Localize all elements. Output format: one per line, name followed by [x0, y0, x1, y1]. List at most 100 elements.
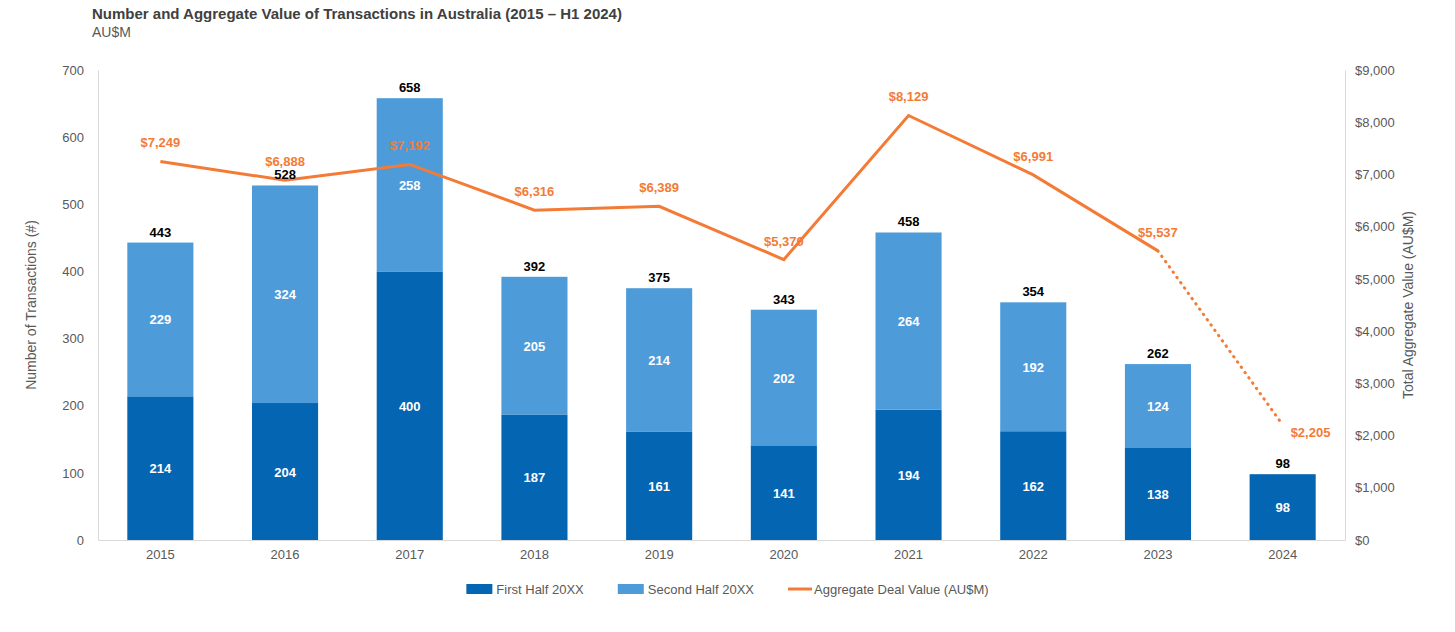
data-label: 98: [1275, 500, 1289, 515]
data-label: $5,537: [1138, 225, 1178, 240]
tick: 2024: [1268, 540, 1297, 562]
tick: $1,000: [1345, 480, 1395, 495]
tick: 2021: [894, 540, 923, 562]
bar: [626, 288, 692, 432]
tick-label: 400: [62, 264, 84, 279]
title: Number and Aggregate Value of Transactio…: [92, 5, 622, 22]
line: [160, 115, 1158, 259]
chart-container: Number and Aggregate Value of Transactio…: [0, 0, 1455, 632]
tick-label: 600: [62, 130, 84, 145]
legend-label: Aggregate Deal Value (AU$M): [814, 582, 989, 597]
data-label: 214: [149, 461, 171, 476]
tick-label: $1,000: [1355, 480, 1395, 495]
tick-label: $8,000: [1355, 115, 1395, 130]
tick-label: 2018: [520, 547, 549, 562]
tick: $4,000: [1345, 324, 1395, 339]
total-label: 354: [1022, 284, 1044, 299]
subtitle: AU$M: [92, 24, 131, 40]
total-label: 98: [1275, 456, 1289, 471]
axis-line: [98, 71, 99, 541]
data-label: $7,249: [140, 135, 180, 150]
tick-label: $4,000: [1355, 324, 1395, 339]
total-label: 528: [274, 167, 296, 182]
bar: [876, 232, 942, 409]
y2-axis-title: Total Aggregate Value (AU$M): [1400, 211, 1416, 399]
data-label: $6,389: [639, 180, 679, 195]
total-label: 262: [1147, 346, 1169, 361]
tick-label: $3,000: [1355, 376, 1395, 391]
data-label: $5,370: [764, 234, 804, 249]
data-label: 192: [1022, 360, 1044, 375]
bar: [876, 410, 942, 540]
data-label: 202: [773, 371, 795, 386]
legend-label: First Half 20XX: [496, 582, 584, 597]
tick-label: $2,000: [1355, 428, 1395, 443]
bar: [127, 396, 193, 540]
y-axis: 0100200300400500600700: [62, 63, 98, 548]
bar: [751, 445, 817, 540]
tick-label: 2023: [1143, 547, 1172, 562]
axis-line: [99, 540, 1346, 541]
legend-label: Second Half 20XX: [648, 582, 755, 597]
bar: [1250, 474, 1316, 540]
tick: $9,000: [1345, 63, 1395, 78]
tick-label: 500: [62, 197, 84, 212]
bar: [127, 243, 193, 397]
tick: 2022: [1019, 540, 1048, 562]
tick-label: 700: [62, 63, 84, 78]
tick: 600: [62, 130, 98, 145]
data-label: 205: [524, 339, 546, 354]
data-label: $6,991: [1013, 149, 1053, 164]
tick: $7,000: [1345, 167, 1395, 182]
legend: First Half 20XX Second Half 20XX Aggregate…: [466, 582, 988, 597]
tick: $8,000: [1345, 115, 1395, 130]
data-label: 400: [399, 399, 421, 414]
legend-swatch: [788, 588, 812, 591]
data-label: 194: [898, 468, 920, 483]
tick-label: $9,000: [1355, 63, 1395, 78]
total-label: 443: [149, 225, 171, 240]
tick: $0: [1345, 533, 1369, 548]
tick: $5,000: [1345, 272, 1395, 287]
bar: [1000, 431, 1066, 540]
tick-label: 2016: [271, 547, 300, 562]
bar: [501, 414, 567, 540]
bar: [1125, 447, 1191, 540]
tick: $6,000: [1345, 219, 1395, 234]
legend-swatch: [466, 584, 492, 594]
legend-item: First Half 20XX: [466, 582, 584, 597]
legend-swatch: [618, 584, 644, 594]
tick-label: 2017: [395, 547, 424, 562]
data-label: 258: [399, 178, 421, 193]
tick: 200: [62, 398, 98, 413]
tick-label: 200: [62, 398, 84, 413]
legend-item: Second Half 20XX: [618, 582, 755, 597]
tick-label: 2015: [146, 547, 175, 562]
tick: 400: [62, 264, 98, 279]
bar: [377, 98, 443, 271]
y2-axis: $0 $1,000 $2,000 $3,000 $4,000 $5,000 $6,000 $7…: [1345, 63, 1395, 548]
tick-label: 2024: [1268, 547, 1297, 562]
bar: [1000, 302, 1066, 431]
bar: [501, 277, 567, 415]
data-label: 324: [274, 287, 296, 302]
tick: 2016: [271, 540, 300, 562]
tick-label: 300: [62, 331, 84, 346]
tick-label: $6,000: [1355, 219, 1395, 234]
tick: $2,000: [1345, 428, 1395, 443]
axis-line: [1345, 71, 1346, 541]
tick: 500: [62, 197, 98, 212]
chart: Number and Aggregate Value of Transactio…: [0, 0, 1455, 632]
data-label: 214: [648, 353, 670, 368]
plot-area: [127, 98, 1315, 540]
tick-label: 2020: [769, 547, 798, 562]
data-label: $6,888: [265, 154, 305, 169]
tick-label: 2021: [894, 547, 923, 562]
bar: [252, 185, 318, 403]
data-label: 161: [648, 479, 670, 494]
total-label: 375: [648, 270, 670, 285]
tick-label: $7,000: [1355, 167, 1395, 182]
tick-label: 100: [62, 466, 84, 481]
data-label: $8,129: [889, 89, 929, 104]
data-label: 162: [1022, 479, 1044, 494]
